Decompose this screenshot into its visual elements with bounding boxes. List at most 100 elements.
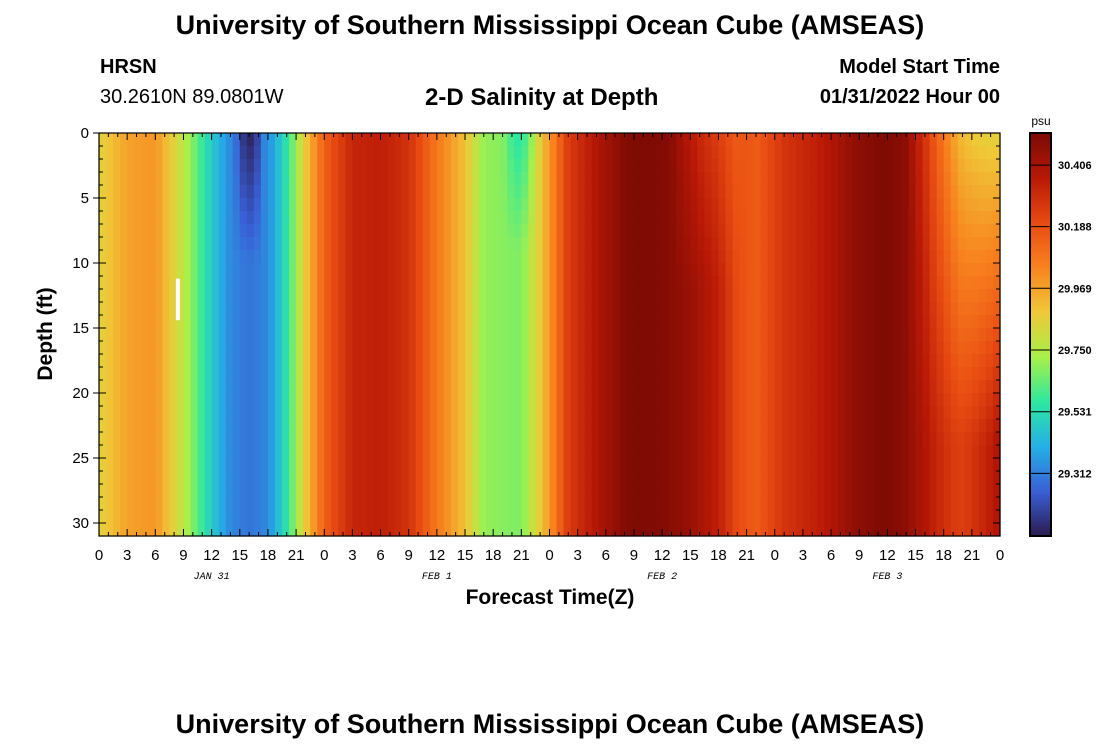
heatmap-cell (289, 523, 297, 537)
heatmap-cell (394, 211, 403, 225)
heatmap-cell (507, 432, 515, 446)
heatmap-cell (739, 198, 748, 212)
heatmap-cell (964, 250, 973, 264)
heatmap-cell (901, 172, 910, 186)
heatmap-cell (676, 315, 684, 329)
heatmap-cell (450, 497, 459, 511)
heatmap-cell (641, 276, 649, 290)
heatmap-cell (366, 302, 375, 316)
heatmap-cell (141, 523, 149, 537)
heatmap-cell (366, 224, 375, 238)
heatmap-cell (507, 328, 515, 342)
heatmap-cell (697, 510, 705, 524)
heatmap-cell (190, 419, 199, 433)
heatmap-cell (774, 302, 783, 316)
heatmap-cell (619, 302, 628, 316)
heatmap-cell (528, 497, 537, 511)
heatmap-cell (120, 497, 128, 511)
heatmap-cell (310, 263, 318, 277)
heatmap-cell (429, 471, 438, 485)
heatmap-cell (725, 341, 734, 355)
heatmap-cell (739, 510, 748, 524)
heatmap-cell (535, 289, 544, 303)
heatmap-cell (845, 458, 853, 472)
heatmap-cell (577, 302, 586, 316)
heatmap-cell (936, 510, 945, 524)
heatmap-cell (683, 302, 691, 316)
heatmap-cell (408, 510, 417, 524)
heatmap-cell (408, 159, 417, 173)
heatmap-cell (197, 224, 206, 238)
heatmap-cell (873, 484, 881, 498)
heatmap-cell (169, 484, 178, 498)
x-tick-label: 9 (179, 547, 187, 564)
x-tick-label: 3 (123, 547, 131, 564)
plot-title: 2-D Salinity at Depth (425, 84, 659, 111)
heatmap-cell (190, 146, 199, 160)
heatmap-cell (725, 497, 734, 511)
heatmap-cell (141, 224, 149, 238)
heatmap-cell (246, 406, 255, 420)
heatmap-cell (521, 419, 529, 433)
heatmap-cell (556, 354, 565, 368)
heatmap-cell (232, 224, 241, 238)
heatmap-cell (577, 458, 586, 472)
heatmap-cell (549, 354, 558, 368)
heatmap-cell (683, 367, 691, 381)
heatmap-cell (739, 237, 748, 251)
heatmap-cell (542, 419, 551, 433)
heatmap-cell (465, 263, 473, 277)
heatmap-cell (556, 289, 565, 303)
heatmap-cell (253, 211, 262, 225)
heatmap-cell (711, 328, 720, 342)
heatmap-cell (359, 185, 368, 199)
heatmap-cell (415, 198, 424, 212)
heatmap-cell (788, 185, 797, 199)
heatmap-cell (289, 198, 297, 212)
heatmap-cell (746, 133, 755, 147)
heatmap-cell (535, 315, 544, 329)
heatmap-cell (401, 523, 410, 537)
heatmap-cell (669, 380, 677, 394)
heatmap-cell (992, 484, 1001, 498)
heatmap-cell (274, 406, 283, 420)
heatmap-cell (408, 237, 417, 251)
heatmap-cell (978, 510, 987, 524)
heatmap-cell (732, 224, 741, 238)
heatmap-cell (260, 146, 269, 160)
heatmap-cell (331, 276, 339, 290)
heatmap-cell (282, 211, 290, 225)
heatmap-cell (303, 367, 311, 381)
heatmap-cell (218, 146, 227, 160)
heatmap-cell (676, 419, 684, 433)
heatmap-cell (950, 497, 959, 511)
heatmap-cell (514, 432, 522, 446)
heatmap-cell (584, 328, 593, 342)
heatmap-cell (218, 172, 227, 186)
heatmap-cell (957, 484, 966, 498)
heatmap-cell (415, 406, 424, 420)
heatmap-cell (493, 458, 501, 472)
heatmap-cell (120, 146, 128, 160)
heatmap-cell (436, 250, 445, 264)
heatmap-cell (450, 185, 459, 199)
heatmap-cell (352, 146, 361, 160)
heatmap-cell (648, 432, 656, 446)
heatmap-cell (704, 276, 712, 290)
heatmap-cell (387, 276, 396, 290)
heatmap-cell (120, 172, 128, 186)
heatmap-cell (436, 159, 445, 173)
heatmap-cell (190, 250, 199, 264)
heatmap-cell (676, 276, 684, 290)
heatmap-cell (802, 354, 811, 368)
heatmap-cell (711, 250, 720, 264)
heatmap-cell (760, 380, 769, 394)
heatmap-cell (457, 133, 466, 147)
heatmap-cell (690, 510, 698, 524)
heatmap-cell (626, 510, 635, 524)
heatmap-cell (985, 380, 994, 394)
heatmap-cell (760, 510, 769, 524)
heatmap-cell (824, 445, 832, 459)
heatmap-cell (197, 237, 206, 251)
heatmap-cell (457, 289, 466, 303)
